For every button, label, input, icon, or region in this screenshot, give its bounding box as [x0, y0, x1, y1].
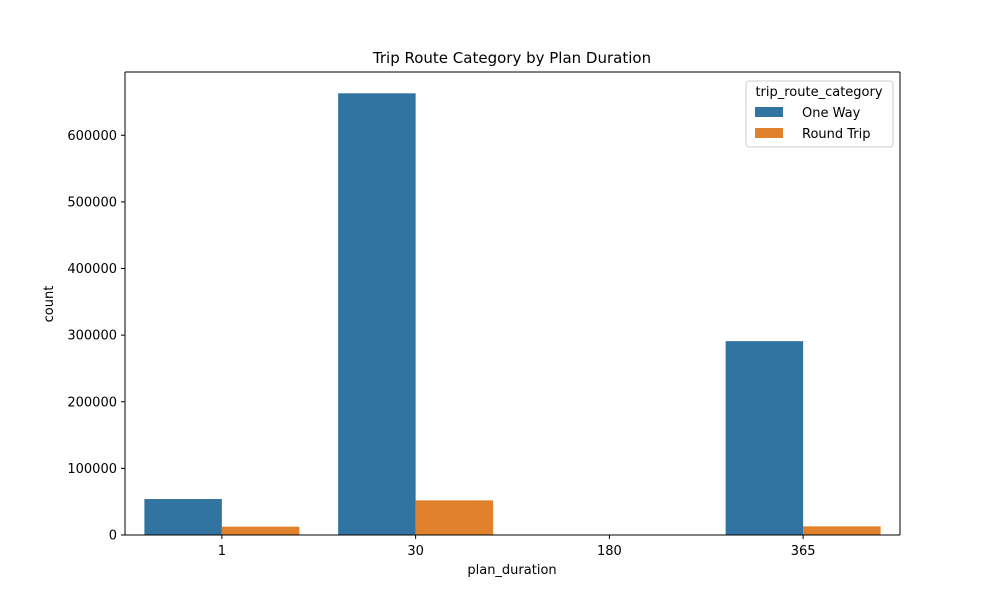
- legend-swatch: [755, 128, 783, 138]
- y-tick-label: 500000: [67, 195, 117, 210]
- y-tick-label: 200000: [67, 395, 117, 410]
- y-tick-label: 0: [109, 529, 117, 544]
- bar: [144, 499, 222, 535]
- legend-label: Round Trip: [802, 127, 871, 142]
- legend-swatch: [755, 107, 783, 117]
- y-tick-label: 100000: [67, 462, 117, 477]
- y-tick-label: 600000: [67, 129, 117, 144]
- bar: [803, 526, 881, 535]
- bar: [725, 341, 804, 535]
- y-tick-label: 300000: [67, 329, 117, 344]
- legend-label: One Way: [802, 106, 861, 121]
- legend: trip_route_category One Way Round Trip: [745, 80, 894, 148]
- y-axis-label: count: [42, 286, 57, 323]
- legend-title: trip_route_category: [755, 85, 882, 100]
- bar: [221, 526, 300, 535]
- bar: [338, 93, 416, 535]
- plot-area: 0 100000 200000 300000 400000 500000 600000 1 30…: [67, 71, 901, 559]
- bar: [415, 500, 494, 535]
- x-tick-label: 365: [791, 544, 816, 559]
- chart-title: Trip Route Category by Plan Duration: [372, 49, 651, 67]
- x-tick-label: 1: [218, 544, 226, 559]
- x-tick-label: 30: [407, 544, 424, 559]
- y-tick-label: 400000: [67, 262, 117, 277]
- x-axis-label: plan_duration: [467, 563, 556, 578]
- x-tick-label: 180: [597, 544, 622, 559]
